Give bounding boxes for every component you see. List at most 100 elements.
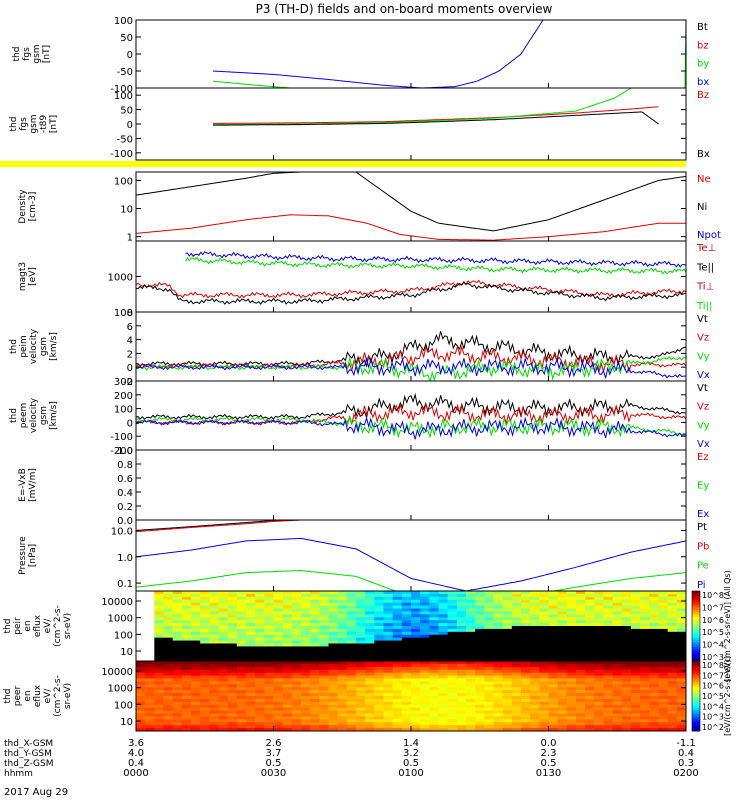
heatmap-cell (172, 652, 183, 656)
heatmap-cell (291, 602, 302, 607)
heatmap-cell (301, 640, 311, 645)
heatmap-cell (328, 655, 339, 659)
heatmap-cell (411, 675, 421, 680)
heatmap-cell (401, 666, 412, 671)
heatmap-cell (631, 690, 641, 694)
heatmap-cell (145, 605, 155, 610)
heatmap-cell (649, 620, 660, 624)
heatmap-cell (658, 620, 669, 624)
heatmap-cell (319, 701, 330, 706)
heatmap-cell (658, 596, 669, 601)
heatmap-cell (392, 628, 403, 633)
heatmap-cell (466, 620, 476, 624)
heatmap-cell (282, 611, 293, 615)
heatmap-cell (346, 669, 357, 674)
colorbar-tick-label: 10^4 (702, 702, 724, 711)
heatmap-cell (264, 596, 275, 601)
heatmap-cell (191, 611, 201, 615)
heatmap-cell (676, 608, 686, 613)
heatmap-cell (291, 728, 302, 731)
heatmap-cell (631, 591, 641, 595)
heatmap-cell (576, 661, 586, 665)
heatmap-cell (603, 658, 614, 661)
heatmap-cell (154, 591, 165, 595)
heatmap-cell (420, 661, 430, 665)
heatmap-cell (585, 634, 595, 639)
heatmap-cell (640, 675, 650, 680)
heatmap-cell (136, 623, 146, 627)
heatmap-cell (411, 681, 421, 685)
heatmap-cell (594, 599, 605, 604)
heatmap-cell (346, 628, 357, 633)
heatmap-cell (649, 623, 660, 627)
heatmap-cell (466, 652, 476, 656)
heatmap-cell (566, 690, 577, 694)
heatmap-cell (218, 623, 229, 627)
heatmap-cell (658, 614, 669, 618)
heatmap-cell (328, 643, 339, 648)
heatmap-cell (154, 707, 165, 712)
heatmap-cell (676, 675, 686, 680)
heatmap-cell (154, 704, 165, 709)
heatmap-cell (310, 693, 320, 697)
heatmap-cell (181, 634, 192, 639)
heatmap-cell (539, 719, 550, 723)
heatmap-cell (346, 596, 357, 601)
heatmap-cell (631, 728, 641, 731)
heatmap-cell (493, 623, 504, 627)
heatmap-cell (530, 605, 540, 610)
heatmap-cell (475, 687, 485, 691)
heatmap-cell (447, 658, 458, 661)
heatmap-cell (466, 593, 476, 598)
heatmap-cell (621, 716, 632, 720)
heatmap-cell (594, 687, 605, 691)
heatmap-cell (420, 617, 430, 621)
heatmap-cell (502, 599, 513, 604)
heatmap-cell (493, 710, 504, 715)
heatmap-cell (200, 640, 210, 645)
heatmap-cell (264, 643, 275, 648)
heatmap-cell (511, 669, 522, 674)
heatmap-cell (191, 649, 201, 653)
heatmap-cell (374, 626, 385, 630)
heatmap-cell (401, 713, 412, 718)
heatmap-cell (227, 646, 238, 650)
heatmap-cell (218, 661, 229, 665)
heatmap-cell (447, 652, 458, 656)
heatmap-cell (136, 707, 146, 712)
colorbar-segment (692, 612, 700, 615)
heatmap-cell (566, 596, 577, 601)
heatmap-cell (365, 704, 375, 709)
heatmap-cell (401, 628, 412, 633)
heatmap-cell (319, 661, 330, 665)
heatmap-cell (236, 637, 247, 642)
heatmap-cell (191, 696, 201, 700)
heatmap-cell (401, 640, 412, 645)
heatmap-cell (548, 713, 559, 718)
heatmap-cell (401, 725, 412, 729)
heatmap-cell (658, 684, 669, 688)
heatmap-cell (291, 640, 302, 645)
heatmap-cell (172, 725, 183, 729)
series-line-Vt (136, 331, 686, 368)
heatmap-cell (640, 666, 650, 671)
heatmap-cell (530, 623, 540, 627)
heatmap-cell (493, 698, 504, 703)
y-tick-label: -200 (110, 446, 133, 457)
heatmap-cell (154, 693, 165, 697)
heatmap-cell (511, 690, 522, 694)
heatmap-cell (649, 596, 660, 601)
heatmap-cell (493, 611, 504, 615)
heatmap-cell (429, 623, 440, 627)
heatmap-cell (310, 614, 320, 618)
heatmap-cell (631, 637, 641, 642)
heatmap-cell (612, 707, 623, 712)
heatmap-cell (209, 719, 220, 723)
heatmap-cell (420, 605, 430, 610)
heatmap-cell (548, 678, 559, 683)
heatmap-cell (264, 611, 275, 615)
heatmap-cell (530, 640, 540, 645)
heatmap-cell (566, 698, 577, 703)
heatmap-cell (356, 678, 366, 683)
